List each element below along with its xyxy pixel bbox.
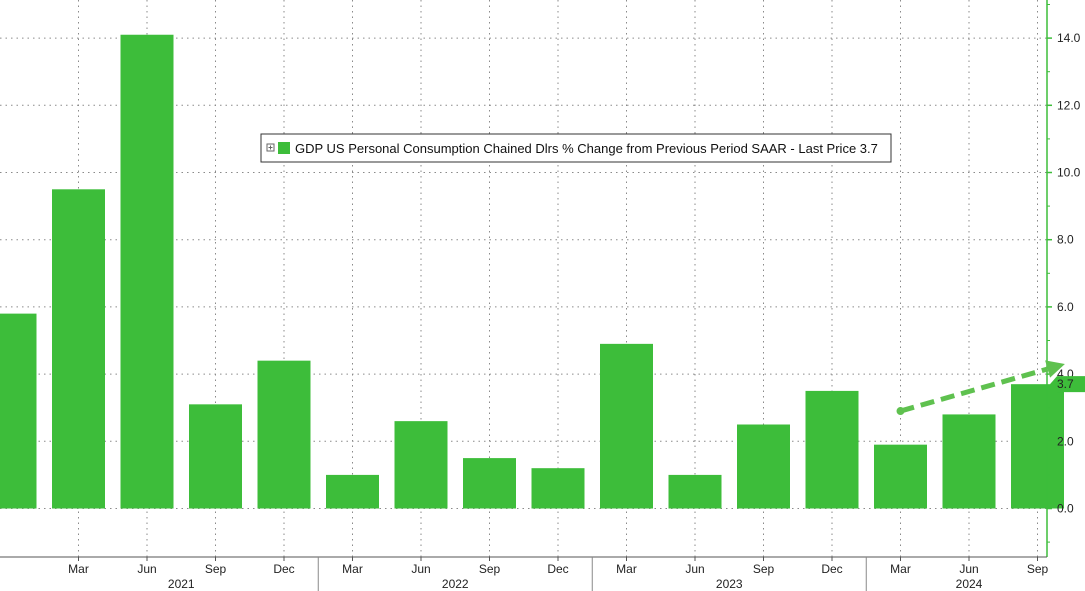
bar	[326, 474, 379, 509]
arrow-head	[1045, 360, 1065, 378]
bar	[463, 458, 516, 509]
bar	[0, 313, 37, 509]
axis-layer: 0.02.04.06.08.010.012.014.03.7	[1046, 0, 1085, 557]
x-tick-label: Mar	[342, 562, 363, 576]
x-axis: Mar Jun Sep Dec Mar Jun Sep Dec Mar Jun Sep Dec Mar J…	[0, 556, 1049, 591]
bar	[531, 468, 585, 509]
x-tick-label: Sep	[479, 562, 501, 576]
grid-layer	[0, 0, 1047, 557]
bar	[189, 404, 242, 509]
x-tick-label: Dec	[547, 562, 568, 576]
x-tick-label: Mar	[68, 562, 89, 576]
legend-label: GDP US Personal Consumption Chained Dlrs…	[295, 141, 878, 156]
x-tick-label: Mar	[616, 562, 637, 576]
x-tick-label: Jun	[137, 562, 156, 576]
year-label: 2023	[716, 577, 743, 591]
bar	[1011, 384, 1064, 509]
x-tick-label: Dec	[273, 562, 294, 576]
legend: GDP US Personal Consumption Chained Dlrs…	[260, 133, 892, 163]
y-tick-label: 10.0	[1057, 166, 1081, 180]
bar	[668, 474, 722, 509]
x-tick-label: Jun	[959, 562, 978, 576]
year-label: 2021	[168, 577, 195, 591]
bar	[120, 34, 174, 509]
legend-swatch	[278, 142, 290, 154]
bar	[600, 343, 653, 509]
bar	[737, 424, 790, 509]
last-price-marker	[1050, 376, 1085, 393]
x-tick-label: Dec	[821, 562, 842, 576]
y-tick-label: 12.0	[1057, 98, 1081, 112]
bar	[942, 414, 996, 509]
bar	[394, 421, 448, 509]
y-tick-label: 2.0	[1057, 434, 1074, 448]
bar	[874, 444, 927, 509]
last-price-label: 3.7	[1057, 377, 1074, 391]
bar	[805, 390, 859, 509]
x-tick-label: Sep	[753, 562, 775, 576]
y-tick-label: 6.0	[1057, 300, 1074, 314]
y-tick-label: 14.0	[1057, 31, 1081, 45]
arrow-shaft	[899, 366, 1049, 414]
bar	[257, 360, 311, 509]
y-tick-label: 8.0	[1057, 233, 1074, 247]
legend-box	[260, 133, 892, 163]
bar	[52, 189, 105, 509]
year-label: 2022	[442, 577, 469, 591]
x-tick-label: Mar	[890, 562, 911, 576]
year-label: 2024	[956, 577, 983, 591]
bars-layer	[0, 34, 1064, 509]
x-tick-label: Sep	[1027, 562, 1049, 576]
x-tick-label: Sep	[205, 562, 227, 576]
trend-arrow	[896, 360, 1065, 416]
x-tick-label: Jun	[685, 562, 704, 576]
y-tick-label: 0.0	[1057, 502, 1074, 516]
x-tick-label: Jun	[411, 562, 430, 576]
